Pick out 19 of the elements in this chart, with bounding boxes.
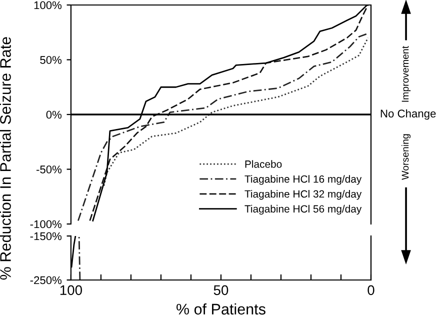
y-tick-label: 50% bbox=[40, 56, 62, 64]
legend-label: Tiagabine HCl 32 mg/day bbox=[244, 190, 362, 200]
text: Improvement bbox=[402, 46, 411, 102]
y-axis-title: % Reduction In Partial Seizure Rate bbox=[0, 37, 11, 280]
y-tick-label: 100% bbox=[34, 1, 62, 10]
y-tick-label: -100% bbox=[30, 220, 62, 228]
legend-label: Tiagabine HCl 56 mg/day bbox=[244, 204, 362, 215]
y-tick-label: -150% bbox=[30, 232, 62, 240]
x-tick-label: 100 bbox=[60, 285, 82, 296]
x-axis-title: % of Patients bbox=[176, 303, 266, 315]
legend-label: Tiagabine HCl 16 mg/day bbox=[244, 175, 362, 185]
y-tick-label: -250% bbox=[30, 276, 62, 284]
x-tick-label: 0 bbox=[368, 285, 374, 296]
y-tick-label: 0% bbox=[46, 110, 62, 119]
x-tick-label: 50 bbox=[214, 285, 228, 296]
ref-line-label: No Change bbox=[380, 109, 436, 120]
legend-label: Placebo bbox=[245, 160, 282, 168]
y-tick-label: -50% bbox=[36, 166, 62, 174]
text: Worsening bbox=[401, 134, 411, 180]
